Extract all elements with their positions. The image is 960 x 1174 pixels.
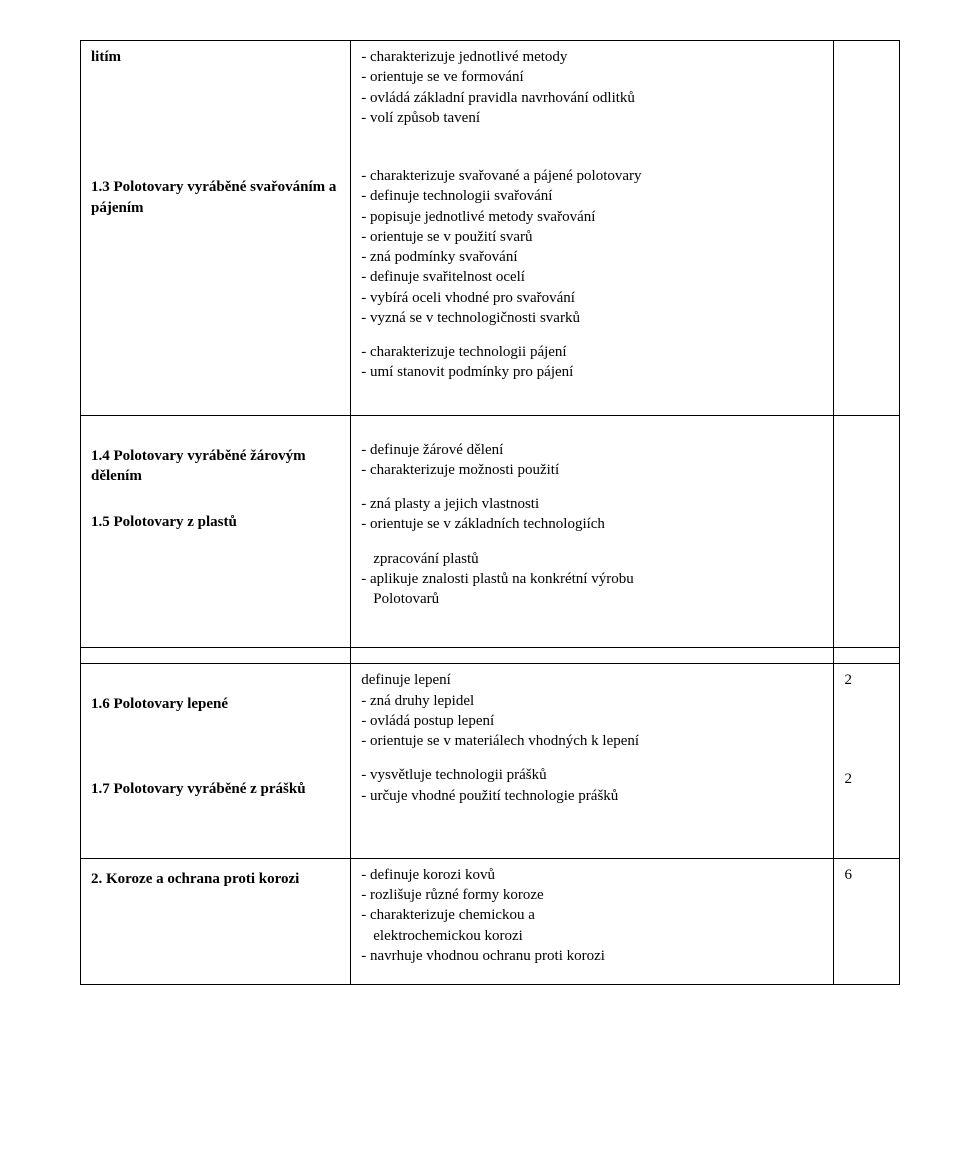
outcome-item: definuje korozi kovů [361, 865, 823, 885]
section-heading: 2. Koroze a ochrana proti korozi [91, 865, 340, 893]
outcome-item: umí stanovit podmínky pro pájení [361, 362, 823, 382]
table-row: 1.6 Polotovary lepené 1.7 Polotovary vyr… [81, 664, 900, 859]
outcome-item: charakterizuje možnosti použití [361, 460, 823, 480]
outcome-list: zná plasty a jejich vlastnosti orientuje… [361, 494, 823, 535]
outcome-cont: zpracování plastů [361, 549, 823, 569]
outcomes-cell: definuje žárové dělení charakterizuje mo… [351, 415, 834, 648]
outcome-item: ovládá postup lepení [361, 711, 823, 731]
outcome-list: aplikuje znalosti plastů na konkrétní vý… [361, 569, 823, 589]
outcome-list: charakterizuje technologii pájení umí st… [361, 342, 823, 383]
hours-cell [834, 415, 900, 648]
curriculum-table: litím 1.3 Polotovary vyráběné svařováním… [80, 40, 900, 985]
empty-cell [351, 648, 834, 664]
section-heading: 1.7 Polotovary vyráběné z prášků [91, 719, 340, 803]
outcome-item: zná podmínky svařování [361, 247, 823, 267]
outcome-item: definuje žárové dělení [361, 440, 823, 460]
empty-cell [834, 648, 900, 664]
outcome-list: charakterizuje svařované a pájené poloto… [361, 166, 823, 328]
page: litím 1.3 Polotovary vyráběné svařováním… [0, 0, 960, 1025]
outcome-item: vybírá oceli vhodné pro svařování [361, 288, 823, 308]
outcome-item: vyzná se v technologičnosti svarků [361, 308, 823, 328]
outcome-list: zná druhy lepidel ovládá postup lepení o… [361, 691, 823, 752]
hours-value: 6 [844, 865, 889, 885]
topic-cell: 1.4 Polotovary vyráběné žárovým dělením … [81, 415, 351, 648]
hours-cell: 2 2 [834, 664, 900, 859]
outcomes-cell: definuje lepení zná druhy lepidel ovládá… [351, 664, 834, 859]
table-row: 2. Koroze a ochrana proti korozi definuj… [81, 858, 900, 984]
outcome-item: vysvětluje technologii prášků [361, 765, 823, 785]
outcomes-cell: charakterizuje jednotlivé metody orientu… [351, 41, 834, 416]
outcome-item: definuje svařitelnost ocelí [361, 267, 823, 287]
hours-cell [834, 41, 900, 416]
outcome-item: zná plasty a jejich vlastnosti [361, 494, 823, 514]
outcome-item: charakterizuje svařované a pájené poloto… [361, 166, 823, 186]
outcome-lead: definuje lepení [361, 670, 823, 690]
outcome-item: zná druhy lepidel [361, 691, 823, 711]
section-heading: 1.3 Polotovary vyráběné svařováním a páj… [91, 67, 340, 222]
outcome-item: popisuje jednotlivé metody svařování [361, 207, 823, 227]
outcome-item: charakterizuje jednotlivé metody [361, 47, 823, 67]
outcome-item: charakterizuje chemickou a [361, 905, 823, 925]
outcome-item: orientuje se v použití svarů [361, 227, 823, 247]
topic-cell: 1.6 Polotovary lepené 1.7 Polotovary vyr… [81, 664, 351, 859]
outcome-list: navrhuje vhodnou ochranu proti korozi [361, 946, 823, 966]
section-heading: 1.4 Polotovary vyráběné žárovým dělením [91, 422, 340, 491]
outcome-item: orientuje se ve formování [361, 67, 823, 87]
outcome-item: určuje vhodné použití technologie prášků [361, 786, 823, 806]
table-row-spacer [81, 648, 900, 664]
outcome-item: orientuje se v materiálech vhodných k le… [361, 731, 823, 751]
outcome-list: definuje žárové dělení charakterizuje mo… [361, 440, 823, 481]
table-row: 1.4 Polotovary vyráběné žárovým dělením … [81, 415, 900, 648]
outcome-list: vysvětluje technologii prášků určuje vho… [361, 765, 823, 806]
table-row: litím 1.3 Polotovary vyráběné svařováním… [81, 41, 900, 416]
empty-cell [81, 648, 351, 664]
topic-cell: litím 1.3 Polotovary vyráběné svařováním… [81, 41, 351, 416]
outcome-list: charakterizuje jednotlivé metody orientu… [361, 47, 823, 128]
outcome-item: volí způsob tavení [361, 108, 823, 128]
outcome-item: navrhuje vhodnou ochranu proti korozi [361, 946, 823, 966]
outcome-list: definuje korozi kovů rozlišuje různé for… [361, 865, 823, 926]
outcome-cont: elektrochemickou korozi [361, 926, 823, 946]
outcome-cont: Polotovarů [361, 589, 823, 609]
outcome-item: rozlišuje různé formy koroze [361, 885, 823, 905]
section-heading: 1.6 Polotovary lepené [91, 670, 340, 718]
outcome-item: definuje technologii svařování [361, 186, 823, 206]
hours-value: 2 [844, 670, 889, 690]
outcome-item: aplikuje znalosti plastů na konkrétní vý… [361, 569, 823, 589]
hours-cell: 6 [834, 858, 900, 984]
outcome-item: ovládá základní pravidla navrhování odli… [361, 88, 823, 108]
outcomes-cell: definuje korozi kovů rozlišuje různé for… [351, 858, 834, 984]
topic-cell: 2. Koroze a ochrana proti korozi [81, 858, 351, 984]
topic-continued: litím [91, 47, 340, 67]
outcome-item: charakterizuje technologii pájení [361, 342, 823, 362]
hours-value: 2 [844, 769, 889, 789]
outcome-item: orientuje se v základních technologiích [361, 514, 823, 534]
section-heading: 1.5 Polotovary z plastů [91, 490, 340, 536]
